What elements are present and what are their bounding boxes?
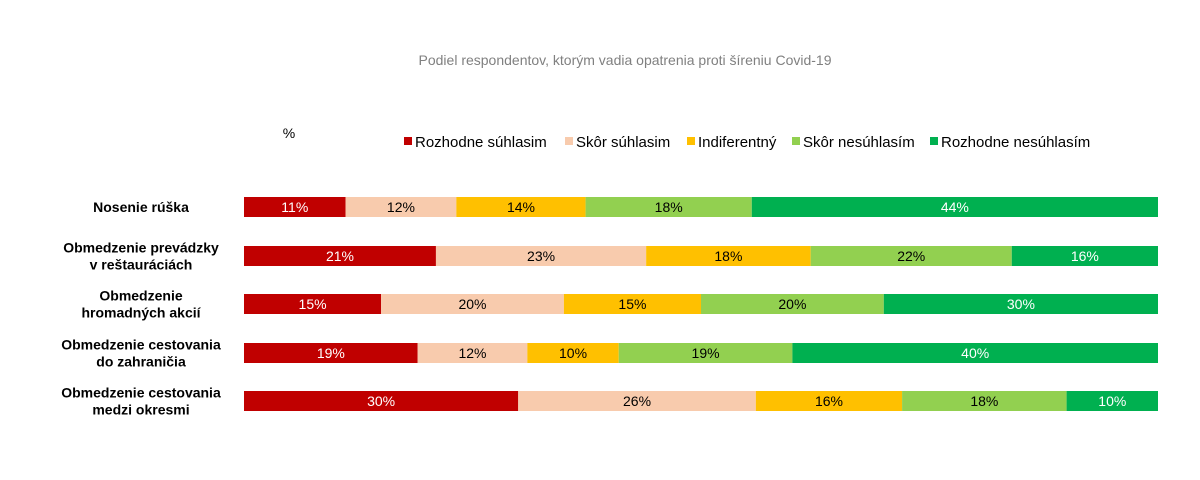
data-label: 18% (970, 393, 998, 409)
bar-segment (417, 343, 528, 363)
data-label: 20% (458, 296, 486, 312)
category-label: Obmedzenie cestovania do zahraničia (61, 337, 221, 370)
bar-segment (563, 294, 701, 314)
legend-label: Rozhodne nesúhlasím (941, 134, 1090, 151)
data-label: 18% (655, 199, 683, 215)
chart-title: Podiel respondentov, ktorým vadia opatre… (419, 52, 832, 68)
data-label: 16% (1071, 248, 1099, 264)
bar-segment (244, 246, 436, 266)
bar-segment (792, 343, 1158, 363)
data-label: 18% (714, 248, 742, 264)
category-label: Obmedzenie hromadných akcií (81, 288, 201, 321)
data-label: 10% (559, 345, 587, 361)
legend: Rozhodne súhlasim Skôr súhlasim Indiferent… (404, 134, 1090, 151)
data-label: 20% (778, 296, 806, 312)
legend-label: Skôr súhlasim (576, 134, 670, 151)
bar-segment (902, 391, 1067, 411)
category-label: Obmedzenie prevádzky v reštauráciách (63, 240, 219, 273)
data-label: 15% (618, 296, 646, 312)
bar-segment (527, 343, 619, 363)
data-label: 30% (367, 393, 395, 409)
data-label: 11% (281, 199, 308, 215)
data-label: 23% (527, 248, 555, 264)
legend-swatch (687, 137, 695, 145)
bar-segment (751, 197, 1158, 217)
unit-label: % (283, 125, 295, 141)
bar-segment (244, 343, 418, 363)
data-label: 12% (387, 199, 415, 215)
bar-segment (244, 391, 519, 411)
legend-label: Indiferentný (698, 134, 777, 151)
legend-swatch (565, 137, 573, 145)
bars: 11% 12% 14% 18% 44% 21% 23% 18% 22% 16% 15% 20% 15% 2… (244, 197, 1158, 411)
bar-segment (1066, 391, 1158, 411)
legend-label: Skôr nesúhlasím (803, 134, 915, 151)
bar-segment (810, 246, 1012, 266)
bar-segment (701, 294, 884, 314)
bar-segment (1011, 246, 1158, 266)
legend-swatch (930, 137, 938, 145)
bar-segment (244, 197, 346, 217)
bar-segment (646, 246, 811, 266)
bar-segment (381, 294, 564, 314)
data-label: 16% (815, 393, 843, 409)
bar-segment (456, 197, 586, 217)
legend-swatch (792, 137, 800, 145)
data-label: 10% (1098, 393, 1126, 409)
bar-segment (244, 294, 382, 314)
bar-segment (518, 391, 756, 411)
data-label: 22% (897, 248, 925, 264)
data-label: 19% (692, 345, 720, 361)
category-label: Obmedzenie cestovania medzi okresmi (61, 385, 221, 418)
data-label: 15% (299, 296, 327, 312)
bar-segment (435, 246, 647, 266)
data-label: 12% (458, 345, 486, 361)
data-label: 21% (326, 248, 354, 264)
category-label: Nosenie rúška (93, 199, 189, 215)
legend-label: Rozhodne súhlasim (415, 134, 547, 151)
legend-swatch (404, 137, 412, 145)
category-labels: Nosenie rúška Obmedzenie prevádzky v rešta… (61, 199, 221, 418)
data-label: 26% (623, 393, 651, 409)
bar-segment (345, 197, 457, 217)
data-label: 44% (941, 199, 969, 215)
data-label: 19% (317, 345, 345, 361)
bar-segment (585, 197, 752, 217)
bar-segment (755, 391, 903, 411)
bar-segment (883, 294, 1158, 314)
bar-segment (618, 343, 793, 363)
data-label: 40% (961, 345, 989, 361)
data-label: 14% (507, 199, 535, 215)
data-label: 30% (1007, 296, 1035, 312)
